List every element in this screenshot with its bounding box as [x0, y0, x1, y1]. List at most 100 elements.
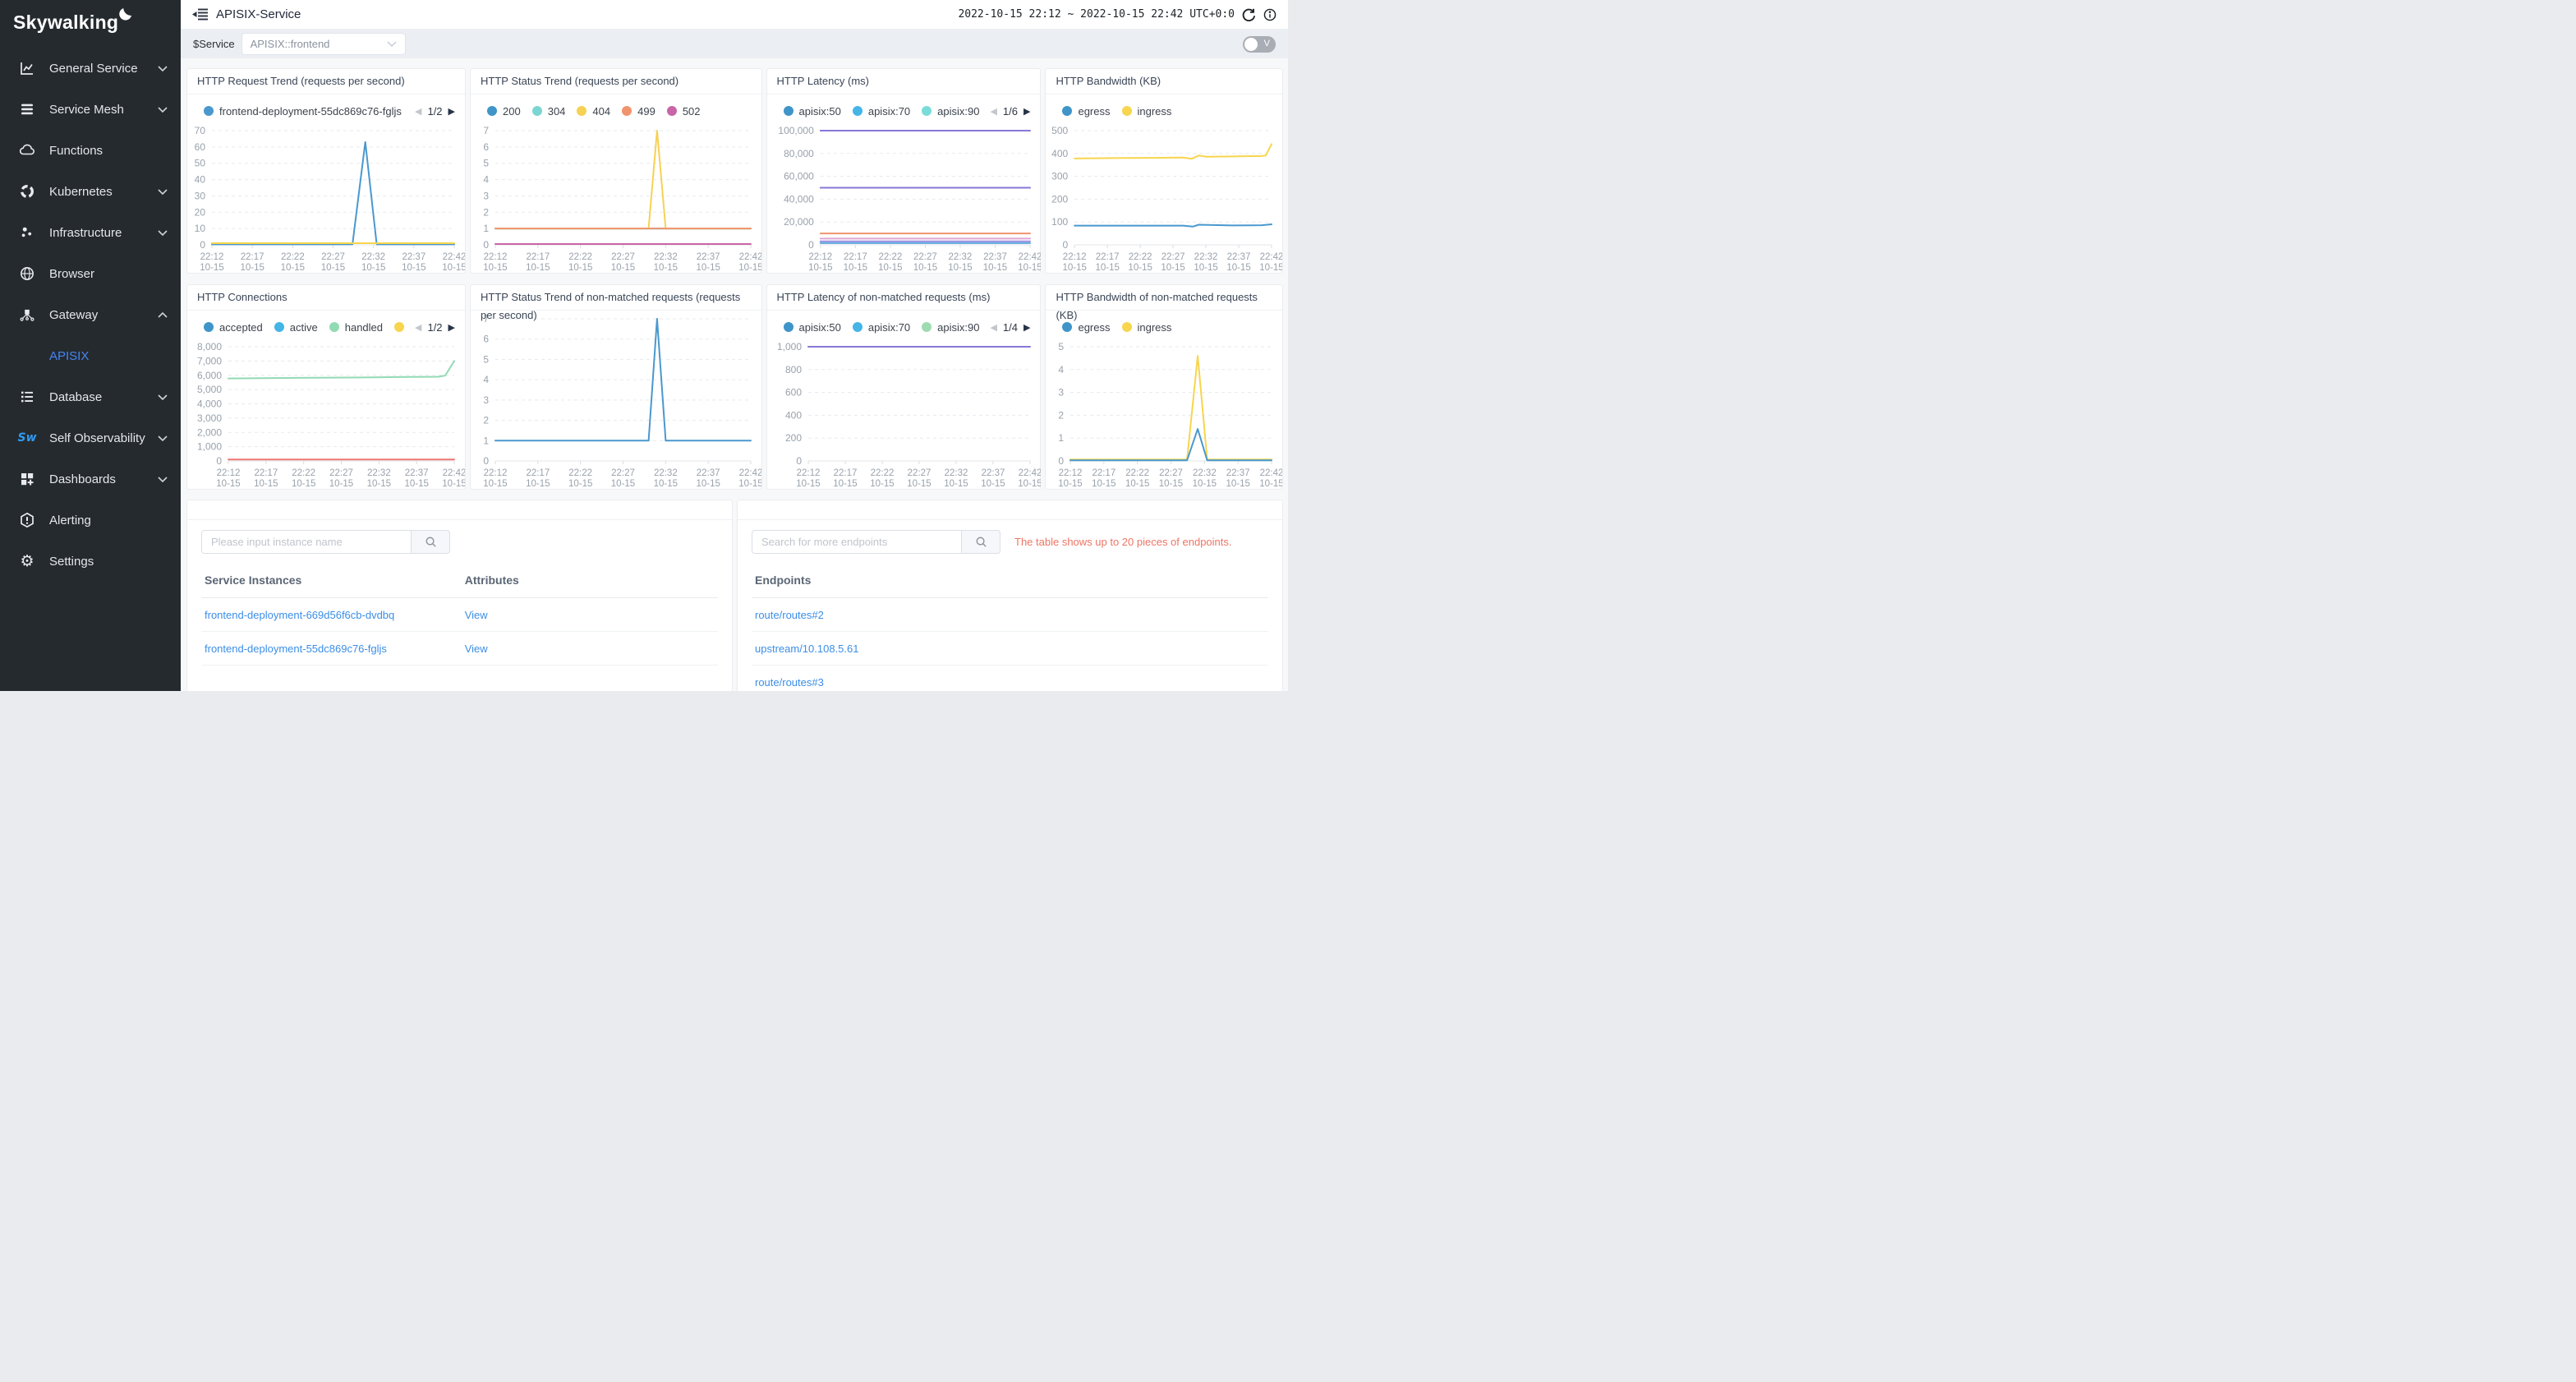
- sidebar-item-label: Service Mesh: [49, 102, 124, 117]
- view-link[interactable]: View: [464, 642, 488, 655]
- svg-text:22:12: 22:12: [1059, 468, 1083, 478]
- view-toggle[interactable]: V: [1243, 35, 1276, 53]
- chevron-down-icon: [158, 106, 168, 113]
- legend-pager: ◀ 1/4 ▶: [987, 316, 1031, 339]
- legend-prev-icon[interactable]: ◀: [415, 106, 422, 117]
- svg-text:10-15: 10-15: [1194, 263, 1218, 273]
- svg-text:22:37: 22:37: [697, 468, 720, 478]
- svg-text:70: 70: [195, 125, 206, 136]
- legend-item-502[interactable]: 502: [666, 105, 701, 117]
- legend-item-apisix-70[interactable]: apisix:70: [852, 321, 910, 334]
- instance-search-input[interactable]: [201, 530, 411, 554]
- chart-canvas[interactable]: 0 200 400 600 800 1,000 22:12 10-15 22:17 10-15 22…: [767, 339, 1041, 489]
- instance-link[interactable]: frontend-deployment-669d56f6cb-dvdbq: [205, 608, 395, 621]
- info-icon[interactable]: [1263, 8, 1276, 21]
- svg-text:22:22: 22:22: [1126, 468, 1150, 478]
- legend-next-icon[interactable]: ▶: [1024, 322, 1031, 333]
- legend-item-499[interactable]: 499: [622, 105, 656, 117]
- sidebar-item-infrastructure[interactable]: Infrastructure: [0, 212, 181, 253]
- legend-prev-icon[interactable]: ◀: [990, 106, 997, 117]
- view-link[interactable]: View: [464, 608, 488, 621]
- endpoint-search-input[interactable]: [752, 530, 961, 554]
- time-range[interactable]: 2022-10-15 22:12 ~ 2022-10-15 22:42 UTC+…: [958, 8, 1235, 21]
- chart-canvas[interactable]: 0 1 2 3 4 5 6 7 22:12 10-15 22:17 10-15 22:22 10-15 22…: [471, 122, 761, 273]
- legend-item-404[interactable]: 404: [577, 105, 610, 117]
- refresh-icon[interactable]: [1242, 7, 1256, 21]
- chart-canvas[interactable]: 0 100 200 300 400 500 22:12 10-15 22:17 10-15 22:2…: [1046, 122, 1283, 273]
- svg-text:10-15: 10-15: [216, 479, 240, 489]
- endpoint-link[interactable]: route/routes#2: [755, 608, 824, 621]
- svg-text:6,000: 6,000: [197, 370, 222, 381]
- legend-item-304[interactable]: 304: [531, 105, 565, 117]
- sidebar-item-kubernetes[interactable]: Kubernetes: [0, 171, 181, 212]
- legend-label: ingress: [1137, 104, 1172, 117]
- legend-prev-icon[interactable]: ◀: [990, 322, 997, 333]
- chart-canvas[interactable]: 0 1,000 2,000 3,000 4,000 5,000 6,000 7,000 8,00…: [187, 339, 465, 489]
- sidebar-item-settings[interactable]: ⚙ Settings: [0, 541, 181, 582]
- legend-next-icon[interactable]: ▶: [1024, 106, 1031, 117]
- sidebar-item-dashboards[interactable]: Dashboards: [0, 458, 181, 500]
- legend-next-icon[interactable]: ▶: [448, 322, 456, 333]
- endpoint-link[interactable]: route/routes#3: [755, 675, 824, 689]
- sidebar-item-label: Self Observability: [49, 431, 145, 445]
- legend-label: apisix:50: [798, 320, 841, 334]
- skywalking-logo[interactable]: Skywalking: [0, 0, 181, 48]
- legend-item-active[interactable]: active: [274, 321, 318, 334]
- legend-item-series[interactable]: [394, 322, 405, 332]
- legend-page-number: 1/4: [1002, 320, 1018, 334]
- chart-canvas[interactable]: 0 10 20 30 40 50 60 70 22:12 10-15 22:17 10-15 22:22…: [187, 122, 465, 273]
- sidebar-item-browser[interactable]: Browser: [0, 253, 181, 294]
- legend-item-ingress[interactable]: ingress: [1121, 321, 1171, 334]
- legend-item-egress[interactable]: egress: [1062, 321, 1111, 334]
- svg-text:22:12: 22:12: [200, 252, 224, 262]
- sidebar-collapse-icon[interactable]: [192, 8, 208, 21]
- legend-item-frontend-deployment-55dc869c76-fgljs[interactable]: frontend-deployment-55dc869c76-fgljs: [204, 105, 402, 117]
- sidebar-item-gateway[interactable]: Gateway: [0, 294, 181, 335]
- legend-item-apisix-90[interactable]: apisix:90: [922, 105, 979, 117]
- sw-icon: Sw: [17, 431, 37, 445]
- sidebar-item-functions[interactable]: Functions: [0, 130, 181, 171]
- chart-legend: accepted active handled ◀ 1/2 ▶: [187, 316, 465, 339]
- service-variable-label: $Service: [193, 38, 235, 50]
- legend-item-apisix-50[interactable]: apisix:50: [783, 105, 841, 117]
- legend-item-accepted[interactable]: accepted: [204, 321, 263, 334]
- svg-text:7,000: 7,000: [197, 355, 222, 366]
- chart-canvas[interactable]: 0 20,000 40,000 60,000 80,000 100,000 22:12 10-…: [767, 122, 1041, 273]
- sidebar-item-label: Functions: [49, 143, 104, 158]
- sidebar-item-apisix[interactable]: APISIX: [0, 335, 181, 376]
- chart-canvas[interactable]: 0 1 2 3 4 5 6 7 22:12 10-15 22:17 10-15 22:22 10-15 22…: [471, 311, 761, 489]
- sidebar-item-self-observability[interactable]: Sw Self Observability: [0, 417, 181, 458]
- svg-text:22:32: 22:32: [944, 468, 968, 478]
- sidebar-item-alerting[interactable]: Alerting: [0, 500, 181, 541]
- sidebar-item-database[interactable]: Database: [0, 376, 181, 417]
- instance-search-button[interactable]: [411, 530, 450, 554]
- legend-item-apisix-90[interactable]: apisix:90: [922, 321, 979, 334]
- legend-item-apisix-50[interactable]: apisix:50: [783, 320, 841, 334]
- sidebar-item-service-mesh[interactable]: Service Mesh: [0, 89, 181, 130]
- legend-item-200[interactable]: 200: [487, 105, 521, 117]
- svg-text:22:12: 22:12: [484, 468, 508, 478]
- svg-text:2: 2: [483, 206, 489, 218]
- service-select[interactable]: APISIX::frontend: [241, 33, 406, 55]
- legend-item-handled[interactable]: handled: [329, 321, 383, 334]
- instance-link[interactable]: frontend-deployment-55dc869c76-fgljs: [205, 642, 387, 655]
- legend-dot: [204, 106, 214, 116]
- sidebar-item-general-service[interactable]: General Service: [0, 48, 181, 89]
- svg-text:10-15: 10-15: [696, 479, 720, 489]
- legend-next-icon[interactable]: ▶: [448, 106, 456, 117]
- chart-panel-http-bandwidth-kb: HTTP Bandwidth (KB) egress ingress 0 100 200 3…: [1045, 68, 1283, 274]
- endpoint-link[interactable]: upstream/10.108.5.61: [755, 642, 859, 655]
- endpoint-search-button[interactable]: [961, 530, 1000, 554]
- legend-item-apisix-70[interactable]: apisix:70: [852, 105, 910, 117]
- svg-text:10-15: 10-15: [870, 479, 894, 489]
- chart-canvas[interactable]: 0 1 2 3 4 5 22:12 10-15 22:17 10-15 22:22 10-15 22:2…: [1046, 339, 1283, 489]
- legend-prev-icon[interactable]: ◀: [415, 322, 422, 333]
- svg-text:200: 200: [1052, 193, 1069, 205]
- table-row: frontend-deployment-55dc869c76-fgljs View: [201, 632, 718, 666]
- svg-text:22:22: 22:22: [1129, 252, 1152, 262]
- column-header-endpoints: Endpoints: [755, 574, 812, 587]
- svg-text:10-15: 10-15: [1018, 479, 1041, 489]
- svg-text:22:27: 22:27: [907, 468, 931, 478]
- legend-item-egress[interactable]: egress: [1062, 105, 1111, 117]
- legend-item-ingress[interactable]: ingress: [1121, 104, 1172, 117]
